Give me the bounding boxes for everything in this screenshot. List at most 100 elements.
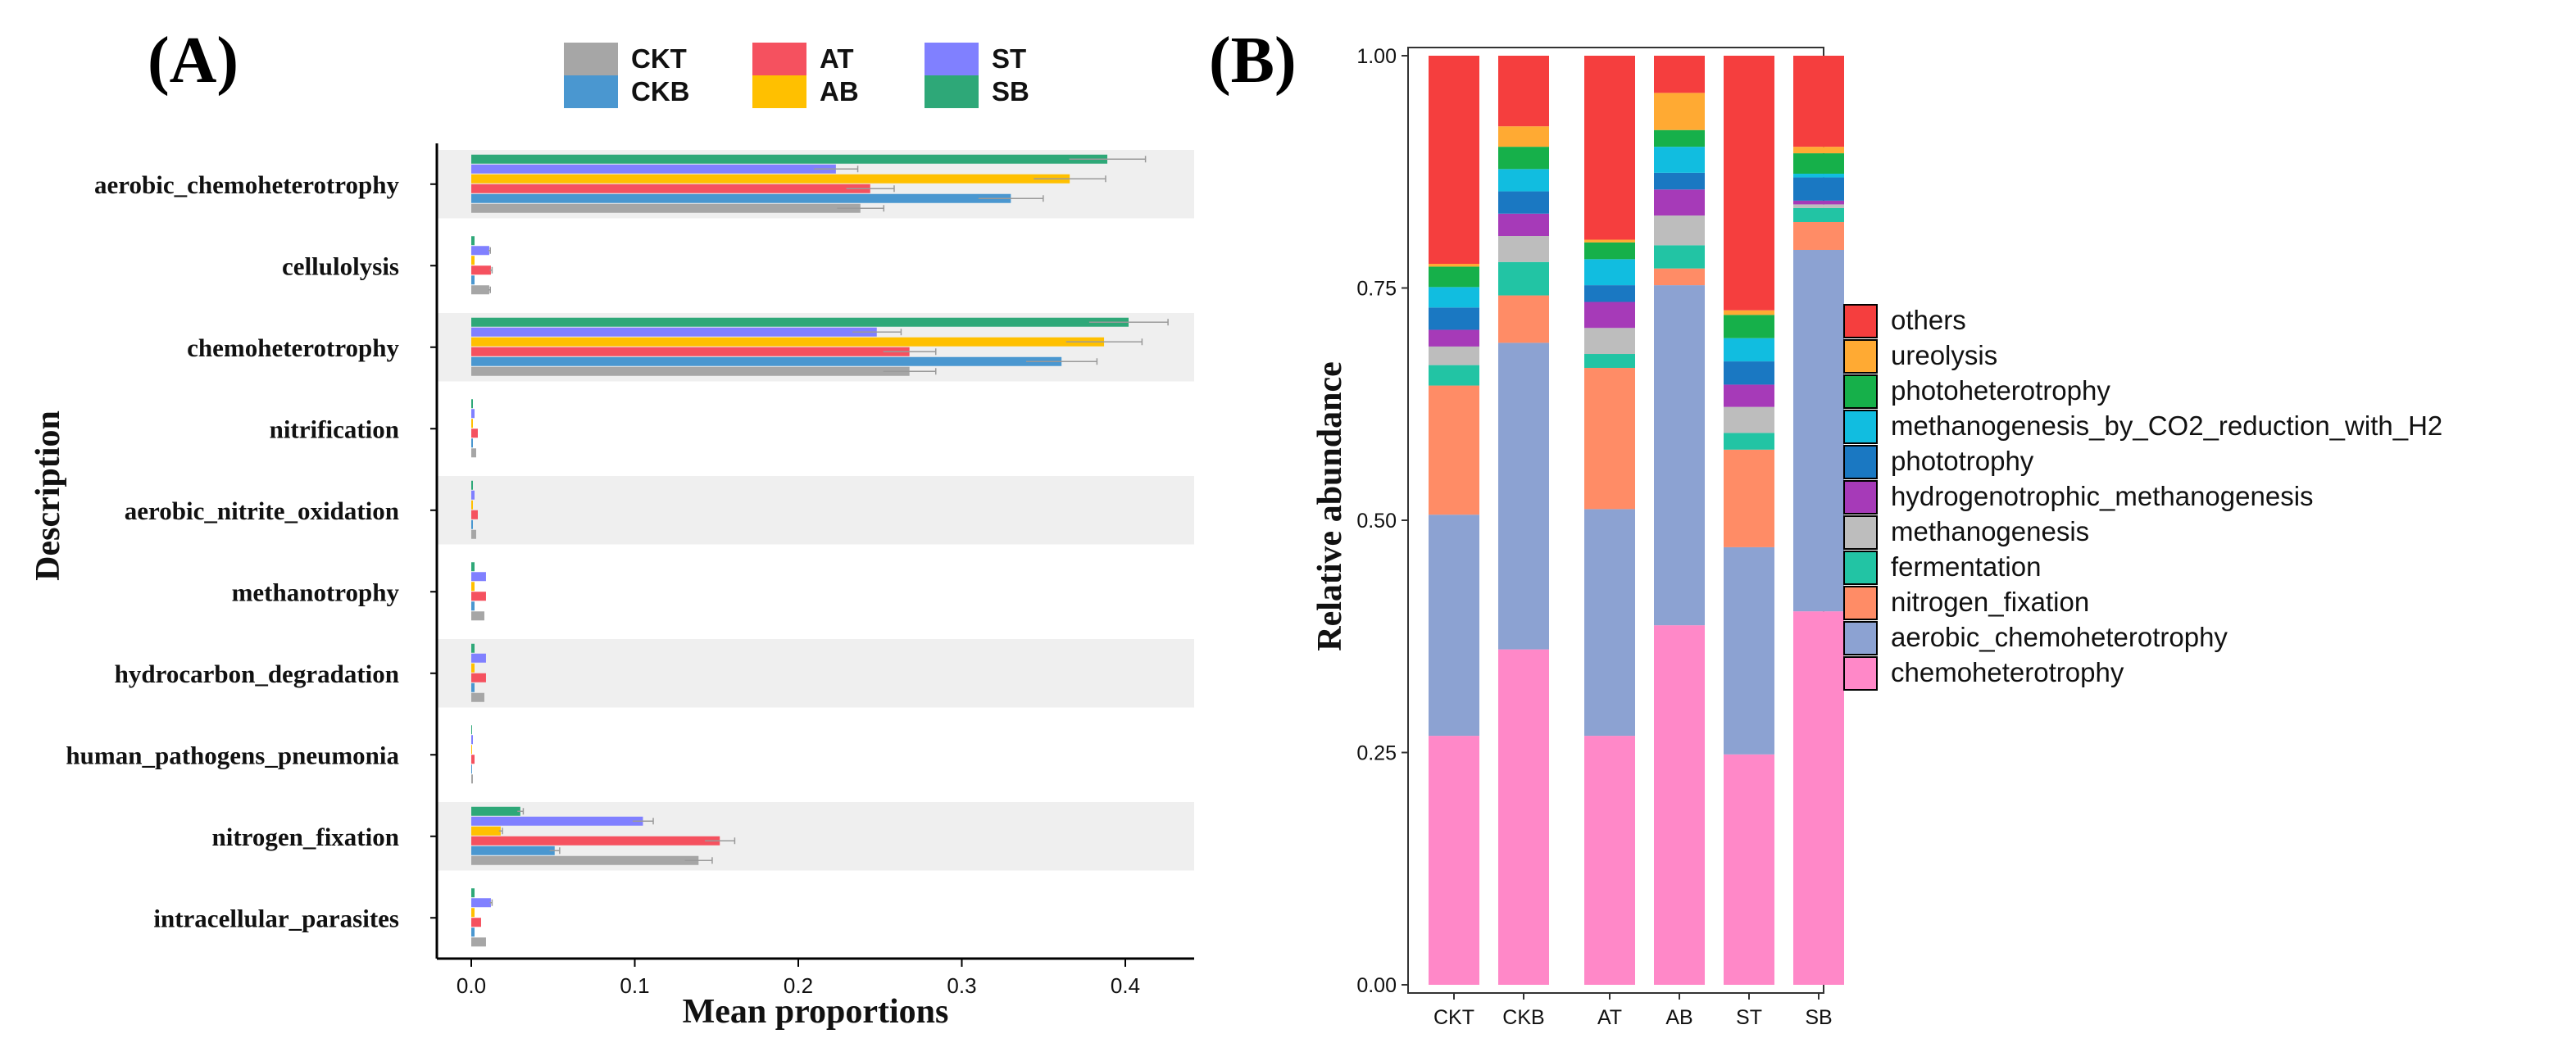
segment-ureolysis-at	[1584, 239, 1635, 243]
bar-ckt-intracellular-parasites	[471, 937, 486, 947]
bar-ckb-hydrocarbon-degradation	[471, 682, 475, 692]
bar-ckt-hydrocarbon-degradation	[471, 692, 484, 702]
legend-label-nitrogen-fixation: nitrogen_fixation	[1891, 587, 2089, 617]
legend-label-phototrophy: phototrophy	[1891, 446, 2034, 476]
bar-sb-chemoheterotrophy	[471, 317, 1129, 327]
bar-sb-aerobic-chemoheterotrophy	[471, 154, 1108, 164]
legend-swatch-methanogenesis-by-co2-reduction-with-h2	[1843, 410, 1878, 444]
bar-ckb-aerobic-chemoheterotrophy	[471, 193, 1011, 203]
segment-nitrogen-fixation-ckb	[1498, 295, 1549, 343]
y-tick-label-1: 0.25	[1356, 742, 1397, 765]
segment-ureolysis-ab	[1654, 93, 1705, 130]
segment-hydrogenotrophic-methanogenesis-at	[1584, 302, 1635, 329]
segment-methanogenesis-sb	[1793, 204, 1844, 208]
segment-methanogenesis-by-co2-reduction-with-h2-ab	[1654, 147, 1705, 173]
segment-fermentation-ckb	[1498, 261, 1549, 296]
bar-sb-cellulolysis	[471, 236, 475, 246]
legend-label-st: ST	[992, 43, 1026, 74]
segment-methanogenesis-by-co2-reduction-with-h2-at	[1584, 259, 1635, 286]
bar-ab-intracellular-parasites	[471, 908, 475, 918]
bar-st-nitrification	[471, 409, 475, 419]
segment-aerobic-chemoheterotrophy-ab	[1654, 285, 1705, 626]
bar-ab-methanotrophy	[471, 582, 475, 592]
bar-ckt-chemoheterotrophy	[471, 366, 910, 376]
legend-label-aerobic-chemoheterotrophy: aerobic_chemoheterotrophy	[1891, 622, 2228, 652]
bar-ckt-methanotrophy	[471, 611, 484, 621]
segment-hydrogenotrophic-methanogenesis-ckt	[1429, 329, 1479, 347]
x-tick-label-st: ST	[1736, 1006, 1762, 1029]
legend-label-photoheterotrophy: photoheterotrophy	[1891, 375, 2110, 406]
legend-swatch-ckb	[564, 75, 618, 108]
legend-label-ckb: CKB	[631, 76, 690, 107]
category-label-hydrocarbon-degradation: hydrocarbon_degradation	[115, 660, 399, 688]
panel-a-label: (A)	[148, 25, 239, 97]
bar-ab-nitrification	[471, 419, 473, 428]
legend-swatch-sb	[925, 75, 979, 108]
bar-sb-human-pathogens-pneumonia	[471, 725, 472, 735]
bar-sb-methanotrophy	[471, 562, 475, 572]
segment-methanogenesis-by-co2-reduction-with-h2-ckt	[1429, 287, 1479, 308]
bar-at-hydrocarbon-degradation	[471, 673, 486, 682]
y-tick-label-3: 0.75	[1356, 278, 1397, 301]
segment-nitrogen-fixation-at	[1584, 368, 1635, 510]
legend-swatch-aerobic-chemoheterotrophy	[1843, 621, 1878, 655]
segment-phototrophy-at	[1584, 285, 1635, 302]
segment-fermentation-at	[1584, 354, 1635, 369]
legend-label-methanogenesis: methanogenesis	[1891, 516, 2089, 546]
y-tick-label-2: 0.50	[1356, 510, 1397, 533]
segment-hydrogenotrophic-methanogenesis-ckb	[1498, 213, 1549, 236]
bar-at-intracellular-parasites	[471, 918, 481, 927]
bar-at-cellulolysis	[471, 265, 491, 275]
legend-swatch-others	[1843, 304, 1878, 338]
segment-methanogenesis-by-co2-reduction-with-h2-sb	[1793, 174, 1844, 178]
x-tick-label-3: 0.3	[947, 973, 976, 998]
legend-swatch-hydrogenotrophic-methanogenesis	[1843, 480, 1878, 515]
legend-label-ureolysis: ureolysis	[1891, 340, 1997, 370]
legend-swatch-ureolysis	[1843, 339, 1878, 374]
legend-label-others: others	[1891, 305, 1966, 335]
legend-label-fermentation: fermentation	[1891, 551, 2041, 582]
segment-fermentation-ckt	[1429, 365, 1479, 386]
segment-fermentation-ab	[1654, 245, 1705, 269]
segment-phototrophy-sb	[1793, 177, 1844, 201]
panel-b-label: (B)	[1209, 25, 1297, 97]
bar-ckb-methanotrophy	[471, 601, 475, 611]
panel-b-chart: CKT CKB AT AB ST SB 0.00 0.25 0.50 0.75 1.00 Relati…	[1311, 45, 2442, 1029]
bar-ckt-human-pathogens-pneumonia	[471, 774, 473, 784]
bar-st-aerobic-nitrite-oxidation	[471, 490, 475, 500]
segment-others-sb	[1793, 56, 1844, 147]
segment-hydrogenotrophic-methanogenesis-ab	[1654, 189, 1705, 216]
segment-aerobic-chemoheterotrophy-at	[1584, 509, 1635, 737]
legend-label-ckt: CKT	[631, 43, 687, 74]
category-label-methanotrophy: methanotrophy	[232, 578, 400, 606]
legend-swatch-photoheterotrophy	[1843, 374, 1878, 409]
legend-label-hydrogenotrophic-methanogenesis: hydrogenotrophic_methanogenesis	[1891, 481, 2314, 511]
bar-st-human-pathogens-pneumonia	[471, 735, 473, 745]
y-axis-title: Relative abundance	[1311, 361, 1349, 651]
segment-photoheterotrophy-ckt	[1429, 266, 1479, 288]
segment-ureolysis-ckb	[1498, 126, 1549, 147]
segment-photoheterotrophy-st	[1724, 315, 1774, 338]
x-tick-label-sb: SB	[1805, 1006, 1832, 1029]
bar-ckt-aerobic-chemoheterotrophy	[471, 203, 861, 213]
segment-photoheterotrophy-ab	[1654, 129, 1705, 147]
legend-swatch-fermentation	[1843, 551, 1878, 585]
bar-at-aerobic-nitrite-oxidation	[471, 510, 478, 519]
bar-ab-aerobic-chemoheterotrophy	[471, 174, 1070, 184]
segment-methanogenesis-st	[1724, 406, 1774, 433]
row-band-aerobic-nitrite-oxidation	[437, 476, 1194, 545]
row-band-hydrocarbon-degradation	[437, 639, 1194, 708]
y-tick-label-4: 1.00	[1356, 45, 1397, 68]
y-axis-title: Description	[30, 410, 67, 581]
x-tick-label-0: 0.0	[457, 973, 486, 998]
category-label-chemoheterotrophy: chemoheterotrophy	[187, 333, 399, 362]
bar-sb-nitrification	[471, 399, 473, 409]
bar-ckt-aerobic-nitrite-oxidation	[471, 529, 476, 539]
bar-ckb-intracellular-parasites	[471, 927, 475, 937]
segment-ureolysis-sb	[1793, 147, 1844, 154]
x-tick-label-ckb: CKB	[1502, 1006, 1544, 1029]
legend-swatch-ab	[752, 75, 806, 108]
category-label-aerobic-nitrite-oxidation: aerobic_nitrite_oxidation	[125, 496, 399, 525]
panel-a-chart: aerobic_chemoheterotrophy cellulolysis che…	[30, 43, 1194, 1031]
legend-swatch-phototrophy	[1843, 445, 1878, 479]
